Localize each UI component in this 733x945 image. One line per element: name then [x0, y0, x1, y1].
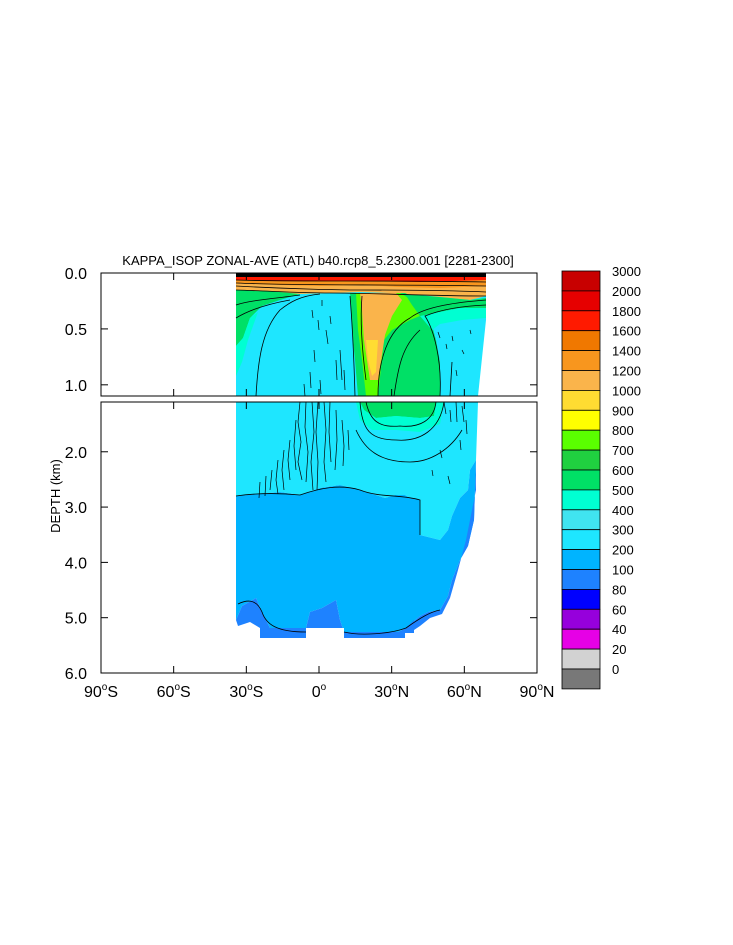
colorbar-swatch: [561, 589, 601, 610]
colorbar-swatch: [561, 509, 601, 531]
colorbar-swatch: [561, 608, 601, 630]
colorbar-swatch: [561, 469, 601, 491]
x-tick-label: 30oN: [374, 682, 409, 701]
bottom-region-200: [236, 598, 414, 638]
top-contours: [235, 279, 487, 396]
y-axis-ticks: 0.0 0.5 1.0 2.0 3.0 4.0 5.0 6.0: [65, 266, 537, 683]
colorbar-swatch: [561, 628, 601, 650]
colorbar-label: 2000: [612, 284, 641, 299]
top-region-cyan-right: [420, 308, 486, 330]
top-panel-field: [235, 273, 487, 396]
colorbar-label: 400: [612, 503, 634, 518]
colorbar-label: 800: [612, 423, 634, 438]
colorbar-swatch: [561, 330, 601, 352]
colorbar-label: 1800: [612, 304, 641, 319]
colorbar-label: 1200: [612, 364, 641, 379]
bottom-ridge-1: [306, 628, 344, 642]
colorbar-label: 500: [612, 483, 634, 498]
x-tick-label: 90oS: [84, 682, 118, 701]
bottom-region-cyan-deep: [356, 402, 444, 432]
chart-title: KAPPA_ISOP ZONAL-AVE (ATL) b40.rcp8_5.23…: [122, 253, 513, 268]
colorbar-label: 60: [612, 602, 626, 617]
x-tick-label: 0o: [312, 682, 327, 701]
y-tick-label: 4.0: [65, 555, 87, 572]
colorbar-label: 3000: [612, 264, 641, 279]
colorbar-label: 100: [612, 563, 634, 578]
colorbar-swatch: [561, 270, 601, 292]
x-tick-label: 60oS: [157, 682, 191, 701]
y-tick-label: 2.0: [65, 445, 87, 462]
x-tick-label: 30oS: [229, 682, 263, 701]
colorbar-swatch: [561, 668, 601, 690]
bottom-noise: [258, 402, 468, 499]
colorbar-swatch: [561, 489, 601, 511]
colorbar: 3000200018001600140012001000900800700600…: [561, 264, 641, 690]
colorbar-label: 1000: [612, 383, 641, 398]
y-tick-label: 3.0: [65, 500, 87, 517]
colorbar-label: 0: [612, 662, 619, 677]
top-region-surface: [236, 273, 486, 277]
colorbar-swatch: [561, 389, 601, 411]
colorbar-label: 20: [612, 642, 626, 657]
top-region-green-left: [236, 290, 300, 346]
colorbar-label: 1400: [612, 344, 641, 359]
bottom-contours: [235, 402, 463, 635]
x-tick-label: 60oN: [447, 682, 482, 701]
colorbar-swatch: [561, 429, 601, 451]
y-tick-label: 1.0: [65, 378, 87, 395]
colorbar-swatch: [561, 529, 601, 551]
colorbar-label: 1600: [612, 324, 641, 339]
colorbar-swatch: [561, 409, 601, 431]
y-tick-label: 0.0: [65, 266, 87, 283]
x-tick-label: 90oN: [520, 682, 555, 701]
y-tick-label: 5.0: [65, 611, 87, 628]
y-axis-label: DEPTH (km): [48, 459, 63, 533]
colorbar-label: 600: [612, 463, 634, 478]
colorbar-label: 40: [612, 622, 626, 637]
bottom-region-300: [236, 460, 476, 632]
x-axis-ticks: 90oS 60oS 30oS 0o 30oN 60oN 90oN: [84, 273, 554, 701]
colorbar-swatch: [561, 449, 601, 471]
bottom-region-green-deep: [360, 402, 436, 418]
colorbar-label: 80: [612, 582, 626, 597]
bottom-panel-field: [235, 402, 478, 642]
bottom-region-400: [236, 402, 478, 540]
top-noise: [303, 300, 472, 396]
colorbar-label: 700: [612, 443, 634, 458]
colorbar-swatch: [561, 310, 601, 332]
colorbar-swatch: [561, 569, 601, 590]
top-region-cyan-left: [236, 312, 258, 376]
top-region-yellow-center: [366, 340, 378, 376]
bottom-ridge-2: [405, 633, 415, 641]
colorbar-swatch: [561, 370, 601, 391]
colorbar-label: 200: [612, 543, 634, 558]
colorbar-swatch: [561, 648, 601, 670]
colorbar-swatch: [561, 549, 601, 570]
y-tick-label: 6.0: [65, 666, 87, 683]
colorbar-label: 900: [612, 403, 634, 418]
colorbar-label: 300: [612, 523, 634, 538]
y-tick-label: 0.5: [65, 322, 87, 339]
colorbar-swatch: [561, 350, 601, 371]
colorbar-swatch: [561, 290, 601, 312]
